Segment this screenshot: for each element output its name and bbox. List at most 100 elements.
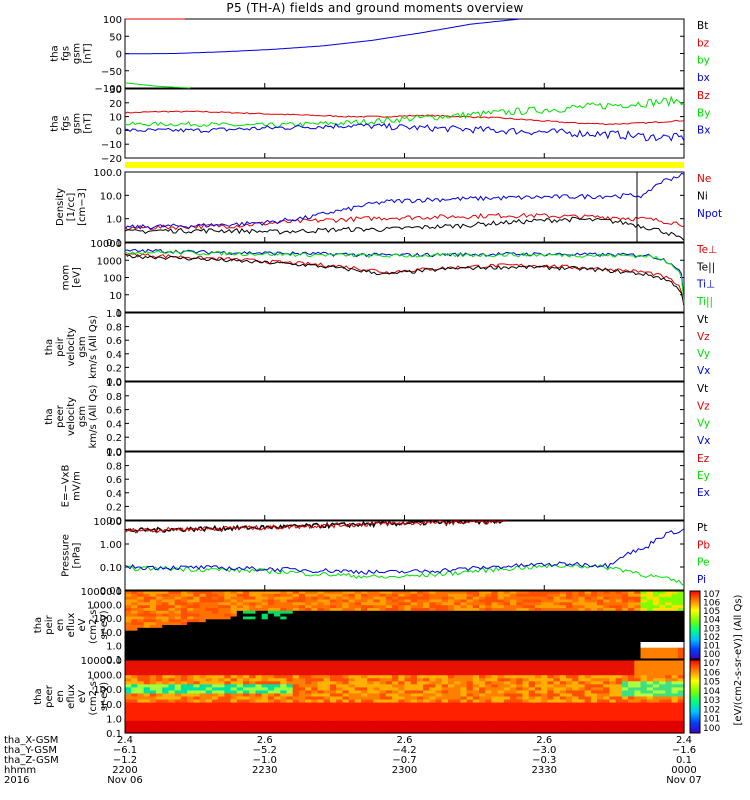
spectrogram-cell	[652, 708, 660, 713]
spectrogram-cell	[516, 596, 524, 601]
spectrogram-cell	[131, 656, 139, 660]
spectrogram-cell	[168, 714, 176, 719]
spectrogram-cell	[255, 591, 263, 595]
spectrogram-cell	[336, 656, 343, 660]
spectrogram-cell	[274, 720, 281, 725]
spectrogram-cell	[311, 681, 319, 685]
spectrogram-cell	[665, 681, 673, 685]
spectrogram-cell	[485, 666, 493, 670]
spectrogram-cell	[398, 690, 406, 695]
spectrogram-cell	[497, 672, 505, 676]
spectrogram-cell	[162, 720, 170, 725]
spectrogram-cell	[230, 684, 238, 688]
spectrogram-cell	[597, 605, 604, 609]
spectrogram-cell	[597, 690, 604, 695]
spectrogram-cell	[447, 636, 455, 640]
spectrogram-cell	[597, 678, 604, 682]
spectrogram-cell	[553, 596, 561, 601]
spectrogram-cell	[559, 717, 567, 722]
spectrogram-cell	[603, 608, 611, 612]
spectrogram-cell	[249, 613, 257, 618]
spectrogram-cell	[298, 616, 306, 620]
spectrogram-cell	[429, 610, 437, 615]
spectrogram-cell	[267, 605, 275, 609]
spectrogram-cell	[584, 602, 592, 606]
spectrogram-cell	[317, 726, 325, 731]
spectrogram-cell	[485, 656, 493, 660]
spectrogram-cell	[373, 639, 381, 643]
y-tick-label: 0.6	[106, 475, 122, 486]
spectrogram-cell	[193, 723, 201, 728]
spectrogram-cell	[367, 687, 375, 692]
spectrogram-cell	[646, 672, 654, 676]
spectrogram-cell	[659, 653, 666, 657]
spectrogram-cell	[317, 613, 325, 618]
spectrogram-cell	[416, 653, 424, 657]
spectrogram-cell	[230, 714, 238, 719]
spectrogram-cell	[137, 599, 145, 603]
spectrogram-cell	[193, 681, 201, 685]
spectrogram-cell	[435, 723, 443, 728]
spectrogram-cell	[404, 726, 412, 731]
spectrogram-cell	[677, 687, 685, 692]
spectrogram-cell	[640, 687, 648, 692]
spectrogram-cell	[472, 642, 480, 646]
spectrogram-cell	[510, 714, 517, 719]
spectrogram-cell	[578, 650, 586, 654]
spectrogram-cell	[286, 711, 294, 716]
spectrogram-cell	[373, 678, 381, 682]
spectrogram-cell	[572, 711, 580, 716]
spectrogram-cell	[392, 642, 399, 646]
spectrogram-cell	[298, 619, 306, 623]
spectrogram-cell	[665, 613, 673, 618]
spectrogram-cell	[677, 717, 685, 722]
spectrogram-cell	[553, 630, 561, 635]
spectrogram-cell	[199, 678, 207, 682]
spectrogram-cell	[447, 650, 455, 654]
spectrogram-cell	[174, 729, 182, 734]
spectrogram-cell	[255, 678, 263, 682]
spectrogram-cell	[156, 656, 163, 660]
spectrogram-cell	[534, 619, 542, 623]
spectrogram-cell	[665, 630, 673, 635]
spectrogram-cell	[652, 596, 660, 601]
spectrogram-cell	[441, 681, 449, 685]
spectrogram-cell	[292, 630, 300, 635]
spectrogram-cell	[572, 666, 580, 670]
spectrogram-cell	[267, 593, 275, 598]
y-tick-label: 10.00	[93, 517, 122, 528]
spectrogram-cell	[392, 723, 399, 728]
spectrogram-cell	[274, 663, 281, 667]
spectrogram-cell	[472, 681, 480, 685]
spectrogram-cell	[441, 663, 449, 667]
spectrogram-cell	[460, 653, 468, 657]
spectrogram-cell	[416, 717, 424, 722]
spectrogram-cell	[267, 726, 275, 731]
spectrogram-cell	[137, 675, 145, 679]
spectrogram-cell	[149, 678, 157, 682]
spectrogram-cell	[528, 708, 536, 713]
spectrogram-cell	[143, 666, 151, 670]
spectrogram-cell	[205, 663, 213, 667]
spectrogram-cell	[615, 639, 623, 643]
spectrogram-cell	[597, 696, 604, 701]
spectrogram-cell	[510, 627, 517, 632]
spectrogram-cell	[224, 627, 232, 632]
spectrogram-cell	[640, 672, 648, 676]
spectrogram-cell	[528, 608, 536, 612]
spectrogram-cell	[466, 705, 474, 710]
spectrogram-cell	[274, 717, 281, 722]
spectrogram-cell	[280, 723, 288, 728]
spectrogram-cell	[671, 690, 679, 695]
spectrogram-cell	[485, 681, 493, 685]
spectrogram-cell	[311, 687, 319, 692]
spectrogram-cell	[274, 653, 281, 657]
spectrogram-cell	[274, 714, 281, 719]
spectrogram-cell	[354, 702, 362, 707]
spectrogram-cell	[590, 723, 598, 728]
spectrogram-cell	[162, 633, 170, 637]
spectrogram-cell	[472, 608, 480, 612]
spectrogram-cell	[441, 625, 449, 629]
spectrogram-cell	[541, 630, 548, 635]
spectrogram-cell	[143, 723, 151, 728]
